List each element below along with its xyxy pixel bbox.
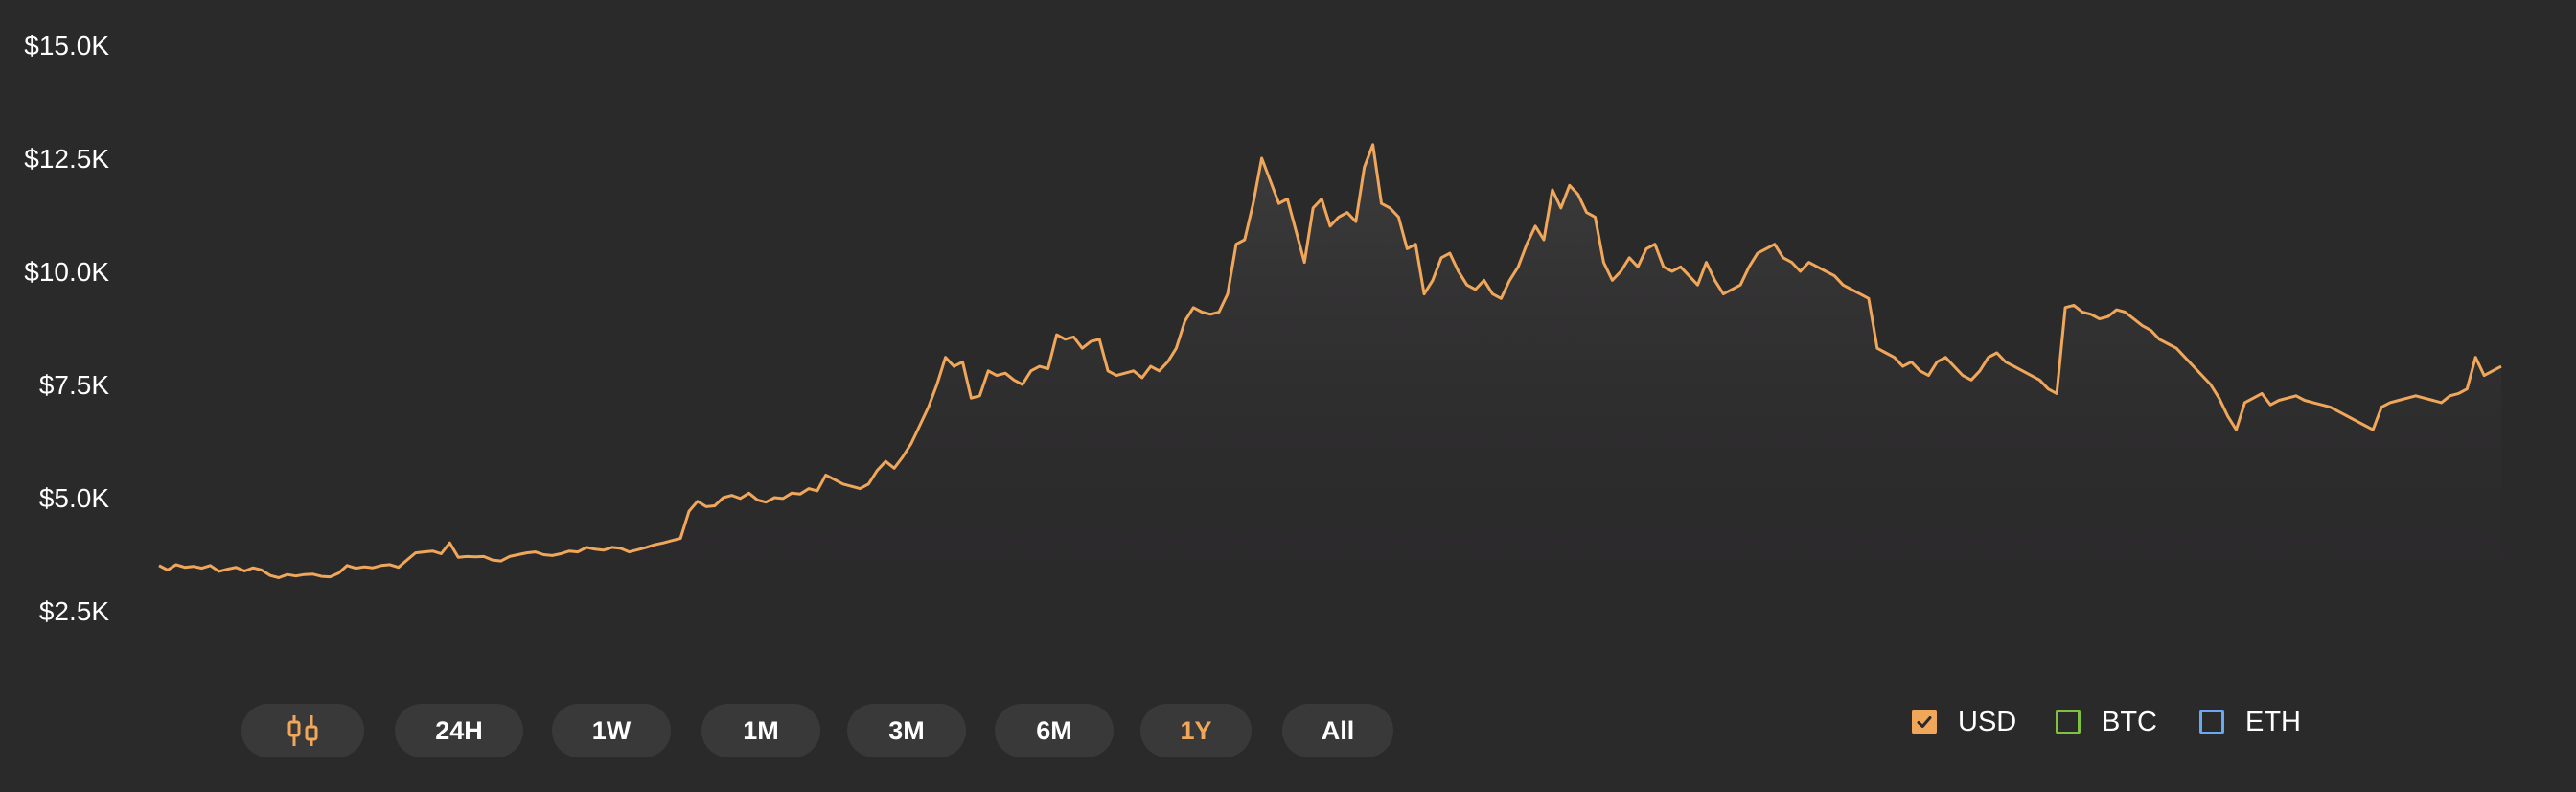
range-button-all[interactable]: All — [1282, 704, 1393, 757]
legend-label: BTC — [2102, 706, 2157, 737]
legend-item-eth[interactable]: ETH — [2199, 705, 2301, 739]
unchecked-checkbox-icon[interactable] — [2199, 710, 2224, 734]
price-line-usd — [158, 143, 2502, 579]
candlestick-toggle-button[interactable] — [242, 704, 364, 757]
y-tick-label: $5.0K — [39, 483, 109, 513]
y-tick-label: $7.5K — [39, 370, 109, 400]
range-button-6m[interactable]: 6M — [995, 704, 1114, 757]
price-area-fill — [159, 144, 2501, 621]
legend-label: ETH — [2245, 706, 2301, 737]
candlestick-icon — [288, 715, 318, 746]
y-tick-label: $15.0K — [24, 31, 109, 60]
range-button-24h[interactable]: 24H — [395, 704, 523, 757]
legend-item-usd[interactable]: USD — [1912, 705, 2016, 739]
y-tick-label: $2.5K — [39, 596, 109, 626]
range-button-3m[interactable]: 3M — [847, 704, 966, 757]
range-button-1m[interactable]: 1M — [702, 704, 820, 757]
unchecked-checkbox-icon[interactable] — [2056, 710, 2081, 734]
y-axis: $15.0K $12.5K $10.0K $7.5K $5.0K $2.5K — [24, 31, 109, 626]
legend-item-btc[interactable]: BTC — [2056, 705, 2157, 739]
price-chart: $15.0K $12.5K $10.0K $7.5K $5.0K $2.5K — [24, 31, 2502, 626]
range-button-1w[interactable]: 1W — [552, 704, 671, 757]
y-tick-label: $10.0K — [24, 257, 109, 287]
range-button-1y[interactable]: 1Y — [1140, 704, 1252, 757]
y-tick-label: $12.5K — [24, 144, 109, 174]
checked-checkbox-icon[interactable] — [1912, 710, 1937, 734]
legend-label: USD — [1958, 706, 2017, 737]
checkmark-icon — [1917, 716, 1932, 728]
